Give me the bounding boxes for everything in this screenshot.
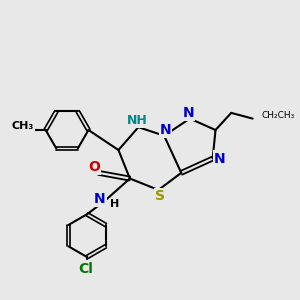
Text: N: N xyxy=(183,106,194,120)
Text: N: N xyxy=(94,191,106,206)
Text: N: N xyxy=(160,123,171,137)
Text: O: O xyxy=(88,160,100,174)
Text: N: N xyxy=(214,152,226,166)
Text: S: S xyxy=(155,189,165,203)
Text: Cl: Cl xyxy=(78,262,93,276)
Text: CH₂CH₃: CH₂CH₃ xyxy=(261,111,295,120)
Text: H: H xyxy=(110,199,119,209)
Text: CH₃: CH₃ xyxy=(12,121,34,131)
Text: NH: NH xyxy=(127,113,147,127)
